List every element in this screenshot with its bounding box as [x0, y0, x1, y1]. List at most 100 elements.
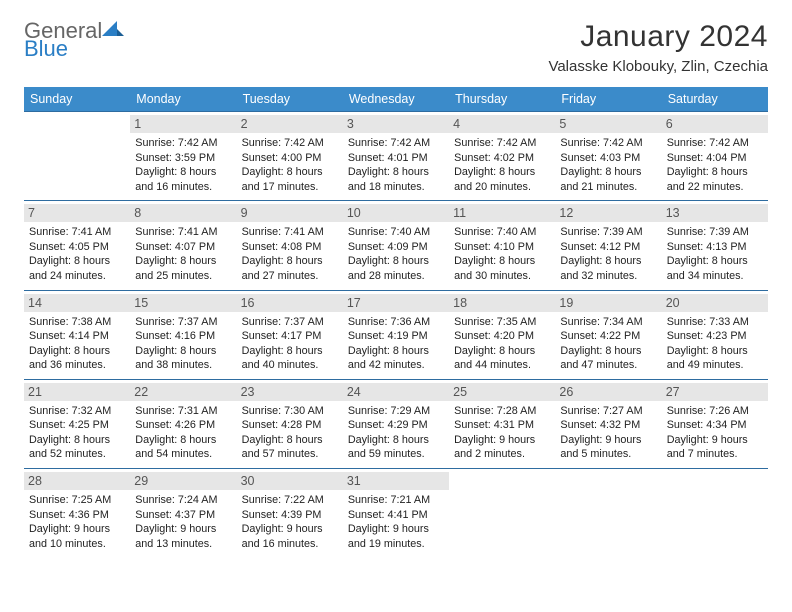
day-info-line: Daylight: 8 hours — [135, 165, 231, 180]
day-info-line: Sunset: 4:04 PM — [667, 151, 763, 166]
day-header: Wednesday — [343, 87, 449, 112]
day-info-line: and 19 minutes. — [348, 537, 444, 552]
day-number: 20 — [662, 294, 768, 312]
day-info-line: and 38 minutes. — [135, 358, 231, 373]
month-title: January 2024 — [548, 20, 768, 54]
day-info-line: Sunrise: 7:39 AM — [560, 225, 656, 240]
day-number: 24 — [343, 383, 449, 401]
day-info: Sunrise: 7:24 AMSunset: 4:37 PMDaylight:… — [135, 493, 231, 551]
day-info: Sunrise: 7:37 AMSunset: 4:17 PMDaylight:… — [242, 315, 338, 373]
day-info-line: Sunrise: 7:25 AM — [29, 493, 125, 508]
day-info-line: Sunset: 4:14 PM — [29, 329, 125, 344]
day-cell: 12Sunrise: 7:39 AMSunset: 4:12 PMDayligh… — [555, 201, 661, 290]
day-info-line: Sunrise: 7:24 AM — [135, 493, 231, 508]
day-info-line: Sunset: 4:16 PM — [135, 329, 231, 344]
day-cell: 1Sunrise: 7:42 AMSunset: 3:59 PMDaylight… — [130, 112, 236, 201]
day-info-line: Sunset: 4:37 PM — [135, 508, 231, 523]
day-info-line: Sunset: 4:10 PM — [454, 240, 550, 255]
logo-text-block: General Blue — [24, 20, 124, 60]
day-info-line: Sunset: 4:02 PM — [454, 151, 550, 166]
day-number: 2 — [237, 115, 343, 133]
day-cell: 13Sunrise: 7:39 AMSunset: 4:13 PMDayligh… — [662, 201, 768, 290]
day-info-line: and 30 minutes. — [454, 269, 550, 284]
day-info-line: Sunset: 4:17 PM — [242, 329, 338, 344]
day-info-line: Sunrise: 7:27 AM — [560, 404, 656, 419]
day-info-line: Sunset: 4:34 PM — [667, 418, 763, 433]
day-info-line: Daylight: 8 hours — [348, 433, 444, 448]
location-text: Valasske Klobouky, Zlin, Czechia — [548, 58, 768, 75]
day-info-line: Sunset: 3:59 PM — [135, 151, 231, 166]
day-cell: 22Sunrise: 7:31 AMSunset: 4:26 PMDayligh… — [130, 379, 236, 468]
day-info-line: and 34 minutes. — [667, 269, 763, 284]
day-info-line: Daylight: 8 hours — [667, 344, 763, 359]
day-number: 27 — [662, 383, 768, 401]
day-info-line: Sunrise: 7:40 AM — [454, 225, 550, 240]
day-number: 29 — [130, 472, 236, 490]
day-header: Tuesday — [237, 87, 343, 112]
day-cell: 25Sunrise: 7:28 AMSunset: 4:31 PMDayligh… — [449, 379, 555, 468]
day-info: Sunrise: 7:32 AMSunset: 4:25 PMDaylight:… — [29, 404, 125, 462]
day-number: 25 — [449, 383, 555, 401]
day-info: Sunrise: 7:27 AMSunset: 4:32 PMDaylight:… — [560, 404, 656, 462]
day-info-line: Sunrise: 7:33 AM — [667, 315, 763, 330]
day-cell — [555, 469, 661, 558]
day-info-line: and 52 minutes. — [29, 447, 125, 462]
day-info-line: Sunrise: 7:42 AM — [560, 136, 656, 151]
day-info-line: Sunrise: 7:35 AM — [454, 315, 550, 330]
day-info-line: Sunset: 4:23 PM — [667, 329, 763, 344]
day-info: Sunrise: 7:30 AMSunset: 4:28 PMDaylight:… — [242, 404, 338, 462]
day-header: Thursday — [449, 87, 555, 112]
day-info-line: and 2 minutes. — [454, 447, 550, 462]
day-info-line: Daylight: 9 hours — [454, 433, 550, 448]
day-info: Sunrise: 7:42 AMSunset: 4:01 PMDaylight:… — [348, 136, 444, 194]
day-info: Sunrise: 7:42 AMSunset: 3:59 PMDaylight:… — [135, 136, 231, 194]
day-info: Sunrise: 7:36 AMSunset: 4:19 PMDaylight:… — [348, 315, 444, 373]
day-info-line: and 18 minutes. — [348, 180, 444, 195]
day-cell: 24Sunrise: 7:29 AMSunset: 4:29 PMDayligh… — [343, 379, 449, 468]
day-info-line: and 54 minutes. — [135, 447, 231, 462]
day-cell: 8 Sunrise: 7:41 AMSunset: 4:07 PMDaylight… — [130, 201, 236, 290]
day-info-line: Sunrise: 7:41 AM — [29, 225, 125, 240]
day-info-line: Daylight: 8 hours — [667, 165, 763, 180]
day-info-line: Sunset: 4:05 PM — [29, 240, 125, 255]
day-info-line: and 49 minutes. — [667, 358, 763, 373]
day-info-line: Daylight: 9 hours — [135, 522, 231, 537]
day-number: 15 — [130, 294, 236, 312]
week-row: 7Sunrise: 7:41 AMSunset: 4:05 PMDaylight… — [24, 201, 768, 290]
day-info-line: Daylight: 8 hours — [242, 344, 338, 359]
day-cell — [24, 112, 130, 201]
day-info-line: and 7 minutes. — [667, 447, 763, 462]
day-info-line: and 21 minutes. — [560, 180, 656, 195]
day-header: Monday — [130, 87, 236, 112]
day-cell: 18Sunrise: 7:35 AMSunset: 4:20 PMDayligh… — [449, 290, 555, 379]
day-info-line: Sunrise: 7:22 AM — [242, 493, 338, 508]
day-number: 18 — [449, 294, 555, 312]
day-info: Sunrise: 7:38 AMSunset: 4:14 PMDaylight:… — [29, 315, 125, 373]
day-info-line: and 22 minutes. — [667, 180, 763, 195]
day-info-line: Sunrise: 7:34 AM — [560, 315, 656, 330]
day-number: 12 — [555, 204, 661, 222]
day-info-line: Daylight: 9 hours — [667, 433, 763, 448]
day-info-line: Sunset: 4:36 PM — [29, 508, 125, 523]
day-number: 17 — [343, 294, 449, 312]
day-cell: 28Sunrise: 7:25 AMSunset: 4:36 PMDayligh… — [24, 469, 130, 558]
day-info-line: and 44 minutes. — [454, 358, 550, 373]
day-cell — [449, 469, 555, 558]
day-info: Sunrise: 7:41 AMSunset: 4:07 PMDaylight:… — [135, 225, 231, 283]
day-info-line: Daylight: 9 hours — [560, 433, 656, 448]
day-info-line: Daylight: 9 hours — [348, 522, 444, 537]
day-number: 4 — [449, 115, 555, 133]
day-info-line: Sunrise: 7:39 AM — [667, 225, 763, 240]
day-info-line: Sunrise: 7:42 AM — [348, 136, 444, 151]
day-number: 10 — [343, 204, 449, 222]
day-info: Sunrise: 7:39 AMSunset: 4:13 PMDaylight:… — [667, 225, 763, 283]
day-number: 5 — [555, 115, 661, 133]
day-info: Sunrise: 7:33 AMSunset: 4:23 PMDaylight:… — [667, 315, 763, 373]
day-number: 16 — [237, 294, 343, 312]
day-info-line: Sunset: 4:00 PM — [242, 151, 338, 166]
day-info-line: and 24 minutes. — [29, 269, 125, 284]
day-info-line: and 47 minutes. — [560, 358, 656, 373]
day-number: 21 — [24, 383, 130, 401]
day-info-line: and 16 minutes. — [135, 180, 231, 195]
day-number: 8 — [130, 204, 236, 222]
